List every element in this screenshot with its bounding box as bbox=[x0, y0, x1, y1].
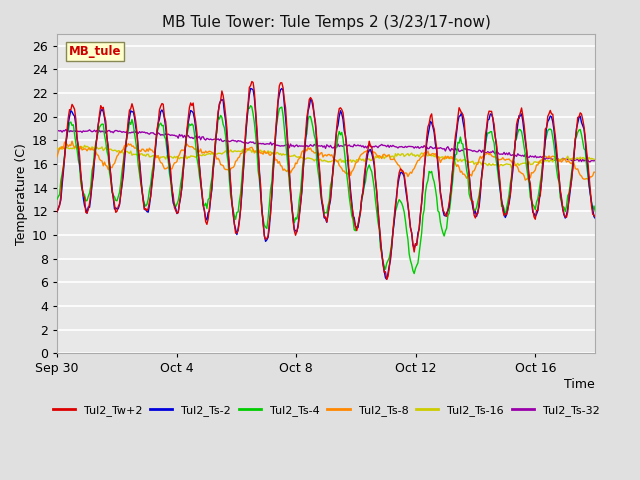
Text: MB_tule: MB_tule bbox=[69, 45, 122, 58]
X-axis label: Time: Time bbox=[564, 378, 595, 391]
Legend: Tul2_Tw+2, Tul2_Ts-2, Tul2_Ts-4, Tul2_Ts-8, Tul2_Ts-16, Tul2_Ts-32: Tul2_Tw+2, Tul2_Ts-2, Tul2_Ts-4, Tul2_Ts… bbox=[49, 400, 604, 420]
Y-axis label: Temperature (C): Temperature (C) bbox=[15, 143, 28, 244]
Title: MB Tule Tower: Tule Temps 2 (3/23/17-now): MB Tule Tower: Tule Temps 2 (3/23/17-now… bbox=[162, 15, 491, 30]
